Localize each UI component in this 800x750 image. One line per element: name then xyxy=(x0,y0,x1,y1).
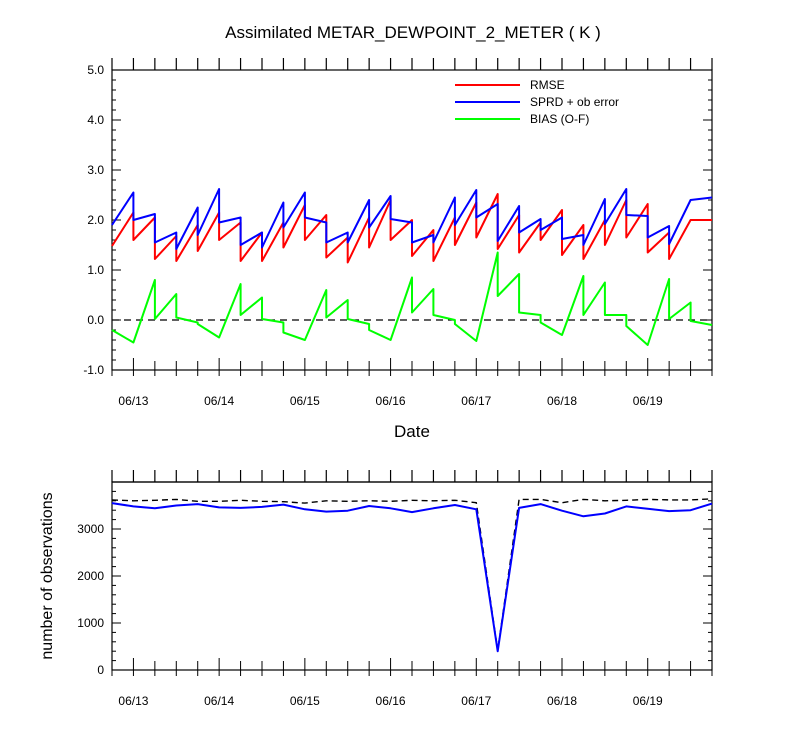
y-axis-label: number of observations xyxy=(39,492,56,659)
x-tick-label: 06/14 xyxy=(204,394,234,408)
x-tick-label: 06/18 xyxy=(547,694,577,708)
y-tick-label: 2.0 xyxy=(87,213,104,227)
y-tick-label: 4.0 xyxy=(87,113,104,127)
x-tick-label: 06/14 xyxy=(204,694,234,708)
x-tick-label: 06/15 xyxy=(290,394,320,408)
chart-title: Assimilated METAR_DEWPOINT_2_METER ( K ) xyxy=(225,23,601,42)
x-tick-label: 06/19 xyxy=(633,394,663,408)
y-tick-label: 3.0 xyxy=(87,163,104,177)
x-axis-label: Date xyxy=(394,422,430,441)
x-tick-label: 06/17 xyxy=(461,394,491,408)
x-tick-label: 06/16 xyxy=(376,394,406,408)
y-tick-label: -1.0 xyxy=(83,363,104,377)
x-tick-label: 06/15 xyxy=(290,694,320,708)
legend: RMSE SPRD + ob error BIAS (O-F) xyxy=(455,78,619,126)
series-line-obs-possible xyxy=(111,498,713,651)
upper-plot: -1.0 0.0 1.0 2.0 3.0 4.0 5.0 06/13 06/14 06/15 06/… xyxy=(83,58,713,408)
lower-plot: 0 1000 2000 3000 06/13 06/14 06/15 06/16 06/17 06… xyxy=(77,470,713,708)
series-line-bias-o-f- xyxy=(111,251,713,346)
series-line-sprd-ob-error xyxy=(111,188,713,250)
plot-frame xyxy=(111,481,713,671)
x-tick-label: 06/19 xyxy=(633,694,663,708)
x-tick-label: 06/13 xyxy=(118,394,148,408)
y-tick-label: 1000 xyxy=(77,616,104,630)
x-tick-label: 06/16 xyxy=(376,694,406,708)
y-tick-label: 3000 xyxy=(77,522,104,536)
x-tick-label: 06/18 xyxy=(547,394,577,408)
y-tick-label: 2000 xyxy=(77,569,104,583)
legend-label: RMSE xyxy=(530,78,565,92)
x-tick-label: 06/13 xyxy=(118,694,148,708)
y-tick-label: 0.0 xyxy=(87,313,104,327)
y-tick-label: 1.0 xyxy=(87,263,104,277)
legend-label: BIAS (O-F) xyxy=(530,112,589,126)
series-line-obs-used xyxy=(111,502,713,653)
x-tick-label: 06/17 xyxy=(461,694,491,708)
y-tick-label: 0 xyxy=(97,663,104,677)
legend-label: SPRD + ob error xyxy=(530,95,619,109)
y-tick-label: 5.0 xyxy=(87,63,104,77)
